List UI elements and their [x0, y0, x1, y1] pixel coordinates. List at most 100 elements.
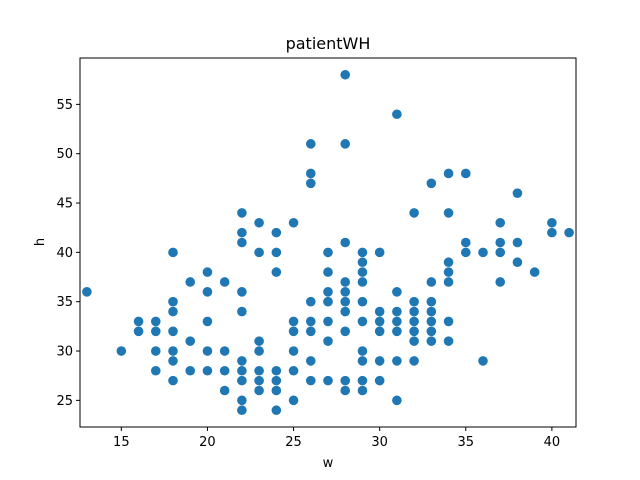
data-point — [443, 168, 454, 179]
data-point — [219, 365, 230, 376]
data-point — [374, 247, 385, 258]
data-point — [340, 69, 351, 80]
data-point — [495, 217, 506, 228]
data-point — [305, 296, 316, 307]
data-point — [168, 306, 178, 317]
data-point — [357, 257, 368, 268]
data-point — [443, 267, 454, 277]
data-point — [340, 375, 351, 386]
data-point — [305, 168, 316, 179]
data-point — [237, 306, 247, 317]
data-point — [271, 267, 282, 277]
data-point — [202, 267, 213, 277]
x-tick-label: 30 — [371, 435, 388, 450]
data-point — [168, 356, 178, 366]
data-point — [409, 208, 419, 218]
data-point — [288, 365, 299, 376]
x-axis-label: w — [323, 456, 334, 471]
y-axis-ticks: 25 30 35 40 45 50 55 — [56, 98, 80, 409]
data-point — [237, 208, 247, 218]
data-point — [495, 277, 506, 287]
data-point — [392, 356, 402, 366]
data-point — [116, 346, 127, 356]
data-point — [271, 365, 282, 376]
data-point — [547, 227, 557, 238]
data-point — [374, 306, 385, 317]
data-point — [323, 336, 333, 346]
data-point — [288, 326, 299, 337]
data-point — [219, 385, 230, 396]
data-point — [340, 306, 351, 317]
data-point — [392, 109, 402, 120]
data-point — [409, 316, 419, 327]
data-point — [237, 365, 247, 376]
data-point — [305, 326, 316, 337]
data-point — [443, 208, 454, 218]
data-point — [323, 287, 333, 297]
data-point — [133, 326, 144, 337]
data-point — [305, 139, 316, 149]
y-tick-label: 35 — [56, 295, 73, 310]
data-point — [237, 237, 247, 248]
data-point — [357, 375, 368, 386]
data-point — [357, 277, 368, 287]
chart-title: patientWH — [286, 34, 371, 53]
data-point — [460, 168, 471, 179]
data-point — [512, 237, 523, 248]
data-point — [323, 296, 333, 307]
y-tick-label: 55 — [56, 98, 73, 113]
data-point — [202, 316, 213, 327]
data-point — [305, 375, 316, 386]
data-point — [340, 277, 351, 287]
data-point — [512, 188, 523, 198]
data-point — [202, 287, 213, 297]
data-point — [426, 277, 437, 287]
data-point — [495, 237, 506, 248]
data-point — [168, 296, 178, 307]
y-tick-label: 45 — [56, 197, 73, 212]
data-point — [392, 287, 402, 297]
data-point — [237, 375, 247, 386]
data-point — [237, 356, 247, 366]
data-point — [323, 247, 333, 258]
data-point — [323, 316, 333, 327]
data-point — [443, 257, 454, 268]
data-point — [340, 326, 351, 337]
data-point — [254, 365, 264, 376]
data-point — [288, 316, 299, 327]
data-point — [409, 336, 419, 346]
data-point — [340, 237, 351, 248]
data-point — [168, 247, 178, 258]
data-point — [168, 375, 178, 386]
data-point — [150, 326, 161, 337]
data-point — [254, 375, 264, 386]
data-point — [185, 277, 196, 287]
data-point — [133, 316, 144, 327]
data-point — [512, 257, 523, 268]
data-point — [357, 356, 368, 366]
data-point — [150, 316, 161, 327]
x-tick-label: 25 — [285, 435, 302, 450]
data-point — [305, 316, 316, 327]
data-point — [150, 346, 161, 356]
data-point — [305, 178, 316, 189]
data-point — [460, 247, 471, 258]
y-tick-label: 30 — [56, 345, 73, 360]
data-point — [547, 217, 557, 228]
data-point — [392, 316, 402, 327]
data-point — [288, 346, 299, 356]
data-point — [443, 316, 454, 327]
data-point — [374, 356, 385, 366]
data-point — [426, 306, 437, 317]
data-point — [529, 267, 540, 277]
data-point — [340, 139, 351, 149]
data-point — [237, 395, 247, 406]
y-tick-label: 40 — [56, 246, 73, 261]
data-point — [564, 227, 574, 238]
data-point — [288, 395, 299, 406]
data-point — [340, 296, 351, 307]
data-point — [254, 346, 264, 356]
data-point — [357, 316, 368, 327]
data-point — [168, 326, 178, 337]
